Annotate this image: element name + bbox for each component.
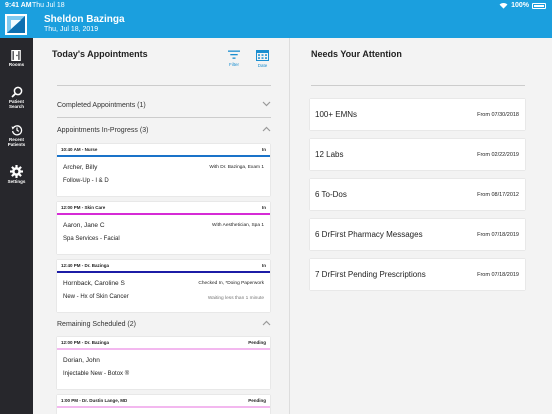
appointment-status: In <box>262 205 266 210</box>
card-header: 12:40 PM - Dr. Bazinga In <box>57 260 270 271</box>
filter-label: Filter <box>229 62 239 67</box>
sidebar-label-settings: Settings <box>7 179 26 184</box>
visit-type: Injectable New - Botox ® <box>63 371 130 377</box>
visit-type: New - Hx of Skin Cancer <box>63 294 129 300</box>
visit-type: Spa Services - Facial <box>63 236 120 242</box>
app-logo[interactable] <box>5 14 27 35</box>
sidebar-label-patient-search: Patient Search <box>8 99 24 109</box>
wait-time: Waiting less than 1 minute <box>207 296 264 301</box>
completed-section-label: Completed Appointments (1) <box>57 102 146 109</box>
chevron-up-icon <box>262 320 271 326</box>
gear-icon <box>10 165 23 178</box>
battery-icon <box>532 2 546 9</box>
completed-section-toggle[interactable]: Completed Appointments (1) <box>57 100 271 114</box>
sidebar-label-recent-patients: Recent Patients <box>7 137 26 147</box>
sidebar-label-rooms: Rooms <box>8 62 25 67</box>
wifi-icon <box>499 3 508 9</box>
sidebar: Rooms Patient Search Recent Patients Se <box>0 38 33 414</box>
appointment-status: In <box>262 263 266 268</box>
history-icon <box>11 125 22 136</box>
in-progress-section-toggle[interactable]: Appointments In-Progress (3) <box>57 125 271 139</box>
attention-item-date: From 08/17/2012 <box>477 192 519 198</box>
visit-type: Follow-Up - I & D <box>63 178 109 184</box>
appointment-location: With Dr. Bazinga, Exam 1 <box>209 165 264 170</box>
status-right: 100% <box>499 2 546 9</box>
card-header: 10:40 AM - Nurse In <box>57 144 270 155</box>
attention-item-emns[interactable]: 100+ EMNs From 07/30/2018 <box>310 99 525 130</box>
sidebar-item-settings[interactable]: Settings <box>0 165 33 184</box>
card-header: 1:00 PM - Dr. Dustin Lange, MD Pending <box>57 395 270 406</box>
page-title: Today's Appointments <box>52 49 148 59</box>
chevron-down-icon <box>262 101 271 107</box>
appointment-time: 12:40 PM - Dr. Bazinga <box>61 263 110 268</box>
provider-color-bar <box>57 406 270 408</box>
attention-item-label: 6 DrFirst Pharmacy Messages <box>315 230 423 239</box>
card-header: 12:00 PM - Dr. Bazinga Pending <box>57 337 270 348</box>
attention-item-label: 6 To-Dos <box>315 190 347 199</box>
provider-color-bar <box>57 213 270 215</box>
appointment-status: In <box>262 147 266 152</box>
sidebar-item-rooms[interactable]: Rooms <box>0 50 33 67</box>
header-date: Thu, Jul 18, 2019 <box>44 26 99 33</box>
attention-item-pending-prescriptions[interactable]: 7 DrFirst Pending Prescriptions From 07/… <box>310 259 525 290</box>
battery-percent: 100% <box>511 2 529 9</box>
calendar-icon <box>256 50 269 61</box>
provider-color-bar <box>57 155 270 157</box>
provider-color-bar <box>57 348 270 350</box>
provider-color-bar <box>57 271 270 273</box>
patient-name: Aaron, Jane C <box>63 222 105 229</box>
rooms-icon <box>11 50 21 61</box>
patient-name: Archer, Billy <box>63 164 98 171</box>
appointment-time: 12:00 PM - Skin Care <box>61 205 106 210</box>
date-label: Date <box>257 63 268 68</box>
attention-item-date: From 07/18/2019 <box>477 232 519 238</box>
attention-item-labs[interactable]: 12 Labs From 02/22/2019 <box>310 139 525 170</box>
in-progress-section-label: Appointments In-Progress (3) <box>57 127 149 134</box>
appointment-card[interactable]: 12:00 PM - Dr. Bazinga Pending Dorian, J… <box>57 337 270 389</box>
attention-item-pharmacy-messages[interactable]: 6 DrFirst Pharmacy Messages From 07/18/2… <box>310 219 525 250</box>
date-button[interactable]: Date <box>256 50 269 68</box>
card-header: 12:00 PM - Skin Care In <box>57 202 270 213</box>
appointment-card[interactable]: 10:40 AM - Nurse In Archer, Billy With D… <box>57 144 270 196</box>
status-time: 9:41 AM <box>5 2 32 9</box>
divider <box>57 85 271 86</box>
divider <box>57 117 271 118</box>
status-date: Thu Jul 18 <box>32 2 65 9</box>
filter-button[interactable]: Filter <box>228 50 240 67</box>
patient-name: Hornback, Caroline S <box>63 280 125 287</box>
divider <box>311 85 525 86</box>
appointment-status: Pending <box>248 398 266 403</box>
attention-item-date: From 07/18/2019 <box>477 272 519 278</box>
appointment-card[interactable]: 12:00 PM - Skin Care In Aaron, Jane C Wi… <box>57 202 270 254</box>
appointment-card[interactable]: 1:00 PM - Dr. Dustin Lange, MD Pending <box>57 395 270 414</box>
appointments-panel: Today's Appointments Filter Date Complet… <box>33 38 290 414</box>
user-name: Sheldon Bazinga <box>44 14 125 25</box>
appointment-status: Pending <box>248 340 266 345</box>
attention-item-todos[interactable]: 6 To-Dos From 08/17/2012 <box>310 179 525 210</box>
attention-title: Needs Your Attention <box>311 49 402 59</box>
remaining-section-label: Remaining Scheduled (2) <box>57 321 136 328</box>
appointment-location: With Aesthetician, Spa 1 <box>212 223 264 228</box>
sidebar-item-patient-search[interactable]: Patient Search <box>0 86 33 109</box>
patient-name: Dorian, John <box>63 357 100 364</box>
attention-item-date: From 07/30/2018 <box>477 112 519 118</box>
attention-item-date: From 02/22/2019 <box>477 152 519 158</box>
chevron-up-icon <box>262 126 271 132</box>
appointment-time: 1:00 PM - Dr. Dustin Lange, MD <box>61 398 128 403</box>
filter-icon <box>228 50 240 59</box>
sidebar-item-recent-patients[interactable]: Recent Patients <box>0 124 33 147</box>
attention-item-label: 100+ EMNs <box>315 110 358 119</box>
attention-item-label: 12 Labs <box>315 150 344 159</box>
app-header: 9:41 AM Thu Jul 18 100% Sheldon Bazinga … <box>0 0 552 38</box>
attention-panel: Needs Your Attention 100+ EMNs From 07/3… <box>290 38 552 414</box>
appointment-card[interactable]: 12:40 PM - Dr. Bazinga In Hornback, Caro… <box>57 260 270 312</box>
appointment-time: 12:00 PM - Dr. Bazinga <box>61 340 110 345</box>
search-icon <box>10 86 22 98</box>
appointment-time: 10:40 AM - Nurse <box>61 147 98 152</box>
attention-item-label: 7 DrFirst Pending Prescriptions <box>315 270 426 279</box>
appointment-location: Checked In, *Doing Paperwork <box>198 281 264 286</box>
remaining-section-toggle[interactable]: Remaining Scheduled (2) <box>57 319 271 333</box>
